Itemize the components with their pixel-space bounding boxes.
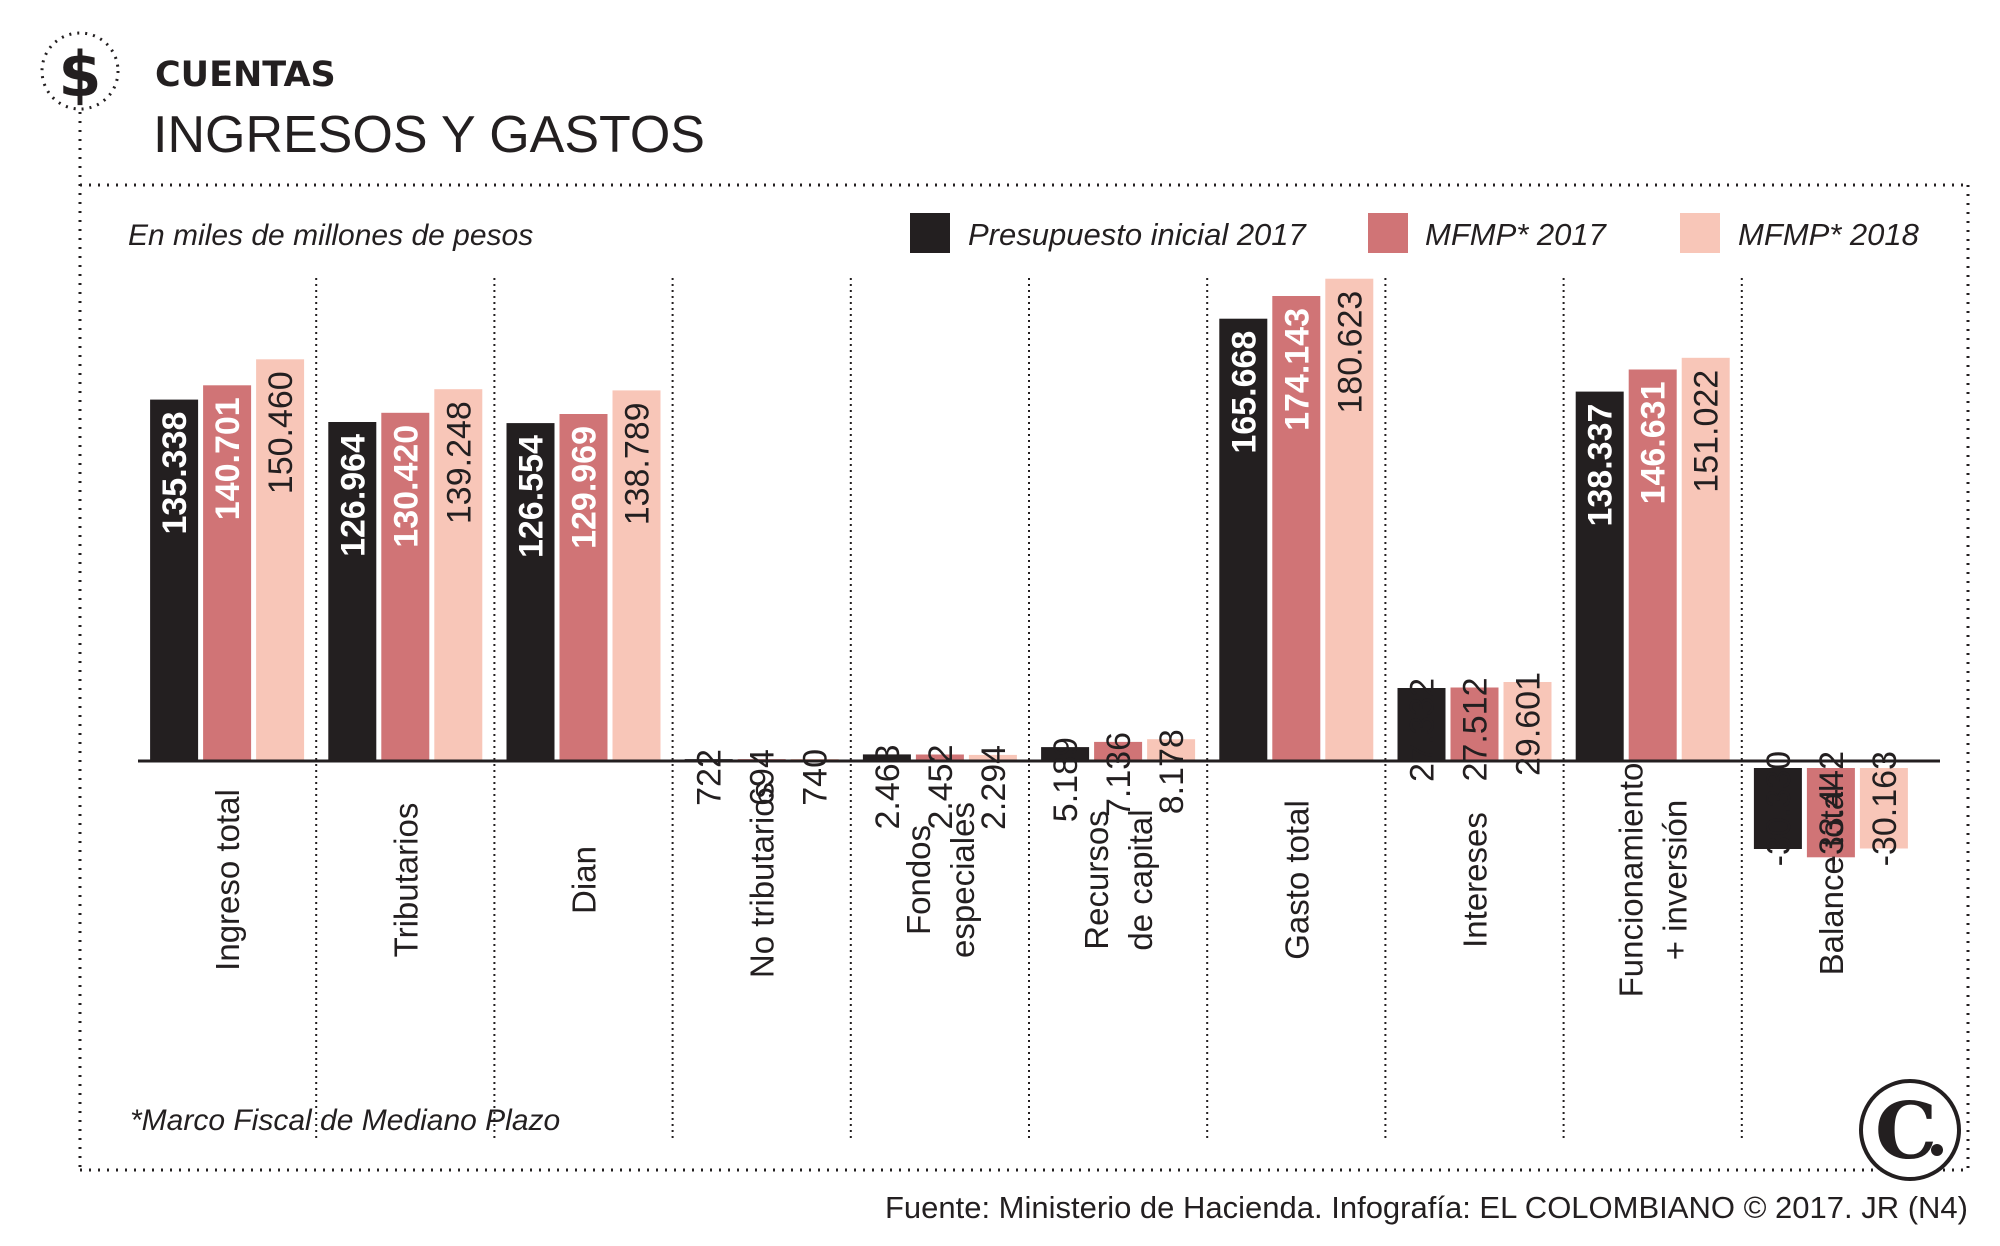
- bar: [1397, 688, 1446, 761]
- bar: [328, 422, 377, 761]
- bar: [203, 385, 252, 761]
- bar: [1219, 318, 1268, 761]
- bar: [150, 399, 199, 761]
- bar-value-label: 138.789: [619, 402, 657, 525]
- bar: [506, 423, 555, 761]
- bar: [1503, 682, 1552, 761]
- bar: [1628, 369, 1677, 761]
- bar-value-label: 5.189: [1047, 737, 1085, 822]
- bar: [1325, 278, 1374, 761]
- bar-value-label: 2.463: [869, 744, 907, 829]
- bar-value-label: 129.969: [566, 426, 604, 549]
- category-label: especiales: [944, 802, 981, 958]
- bar-marks: [150, 278, 1908, 858]
- category-label: Gasto total: [1278, 800, 1315, 960]
- chart-subtitle: En miles de millones de pesos: [128, 219, 533, 252]
- bar-value-label: 130.420: [387, 425, 425, 548]
- bar: [1806, 768, 1855, 858]
- bar-value-label: 180.623: [1331, 291, 1369, 414]
- section-label: CUENTAS: [155, 55, 336, 95]
- bar: [1575, 391, 1624, 761]
- category-label: Balance total: [1813, 785, 1850, 976]
- bar: [256, 359, 305, 761]
- bar-value-label: 174.143: [1278, 308, 1316, 431]
- bar-value-label: 694: [744, 749, 782, 806]
- bar-value-label: 135.338: [156, 412, 194, 535]
- legend-label-mfmp-2018: MFMP* 2018: [1738, 217, 1920, 252]
- bar-value-label: 138.337: [1582, 404, 1620, 527]
- bar-value-label: 722: [691, 749, 729, 806]
- bar: [968, 754, 1017, 761]
- logo-letter: C: [1875, 1086, 1937, 1177]
- category-label: + inversión: [1657, 800, 1694, 961]
- bar: [862, 754, 911, 761]
- bar-value-label: -30.163: [1866, 751, 1904, 866]
- bar-value-label: 27.512: [1457, 678, 1495, 782]
- source-credit: Fuente: Ministerio de Hacienda. Infograf…: [885, 1190, 1968, 1225]
- category-label: Fondos: [900, 825, 937, 935]
- bar-value-label: 146.631: [1635, 382, 1673, 505]
- bar: [434, 389, 483, 761]
- category-labels: Ingreso total Tributarios Dian No tributari…: [209, 763, 1850, 998]
- category-label: Tributarios: [387, 803, 424, 958]
- bar: [1272, 296, 1321, 761]
- bar-value-label: 29.601: [1510, 672, 1548, 776]
- bar-value-label: 740: [797, 749, 835, 806]
- bar: [1753, 768, 1802, 849]
- category-label: de capital: [1122, 809, 1159, 950]
- bar-value-label: -30.330: [1760, 751, 1798, 866]
- bar: [1147, 739, 1196, 761]
- bar-value-label: 126.554: [513, 435, 551, 558]
- legend-swatch-mfmp-2018: [1680, 213, 1720, 253]
- bar: [1041, 747, 1090, 761]
- colombiano-logo: C: [1859, 1079, 1961, 1181]
- svg-text:$: $: [58, 38, 101, 111]
- bar-value-label: 150.460: [262, 371, 300, 494]
- footnote: *Marco Fiscal de Mediano Plazo: [130, 1104, 560, 1137]
- bar: [915, 754, 964, 761]
- bar-value-label: 139.248: [440, 401, 478, 524]
- category-label: Recursos: [1078, 810, 1115, 949]
- category-label: Dian: [566, 846, 603, 914]
- bar: [1859, 768, 1908, 849]
- dollar-icon: $: [40, 31, 120, 111]
- category-label: Intereses: [1457, 812, 1494, 948]
- bar-value-label: 8.178: [1153, 729, 1191, 814]
- category-label: No tributarios: [744, 782, 781, 978]
- bar: [1681, 357, 1730, 761]
- category-label: Ingreso total: [209, 789, 246, 971]
- bar-value-label: 7.136: [1100, 732, 1138, 817]
- page-title: INGRESOS Y GASTOS: [153, 106, 705, 164]
- legend-label-presupuesto-2017: Presupuesto inicial 2017: [968, 217, 1308, 252]
- value-labels: 135.338 140.701 150.460 126.964 130.420 139.2…: [156, 291, 1904, 867]
- bar: [1450, 687, 1499, 761]
- bar: [381, 412, 430, 761]
- bar: [612, 390, 661, 761]
- bar: [559, 414, 608, 761]
- bar-value-label: -33.442: [1813, 751, 1851, 866]
- bar-value-label: 151.022: [1688, 370, 1726, 493]
- category-label: Funcionamiento: [1613, 763, 1650, 998]
- legend-swatch-presupuesto-2017: [910, 213, 950, 253]
- bar: [1094, 741, 1143, 761]
- legend: Presupuesto inicial 2017 MFMP* 2017 MFMP…: [910, 213, 1920, 253]
- bar-value-label: 2.452: [922, 745, 960, 830]
- bar-value-label: 27.332: [1404, 678, 1442, 782]
- bar-value-label: 126.964: [334, 434, 372, 557]
- legend-swatch-mfmp-2017: [1368, 213, 1408, 253]
- bar-value-label: 140.701: [209, 397, 247, 520]
- legend-label-mfmp-2017: MFMP* 2017: [1425, 217, 1608, 252]
- bar-value-label: 2.294: [975, 745, 1013, 830]
- bar-value-label: 165.668: [1225, 331, 1263, 454]
